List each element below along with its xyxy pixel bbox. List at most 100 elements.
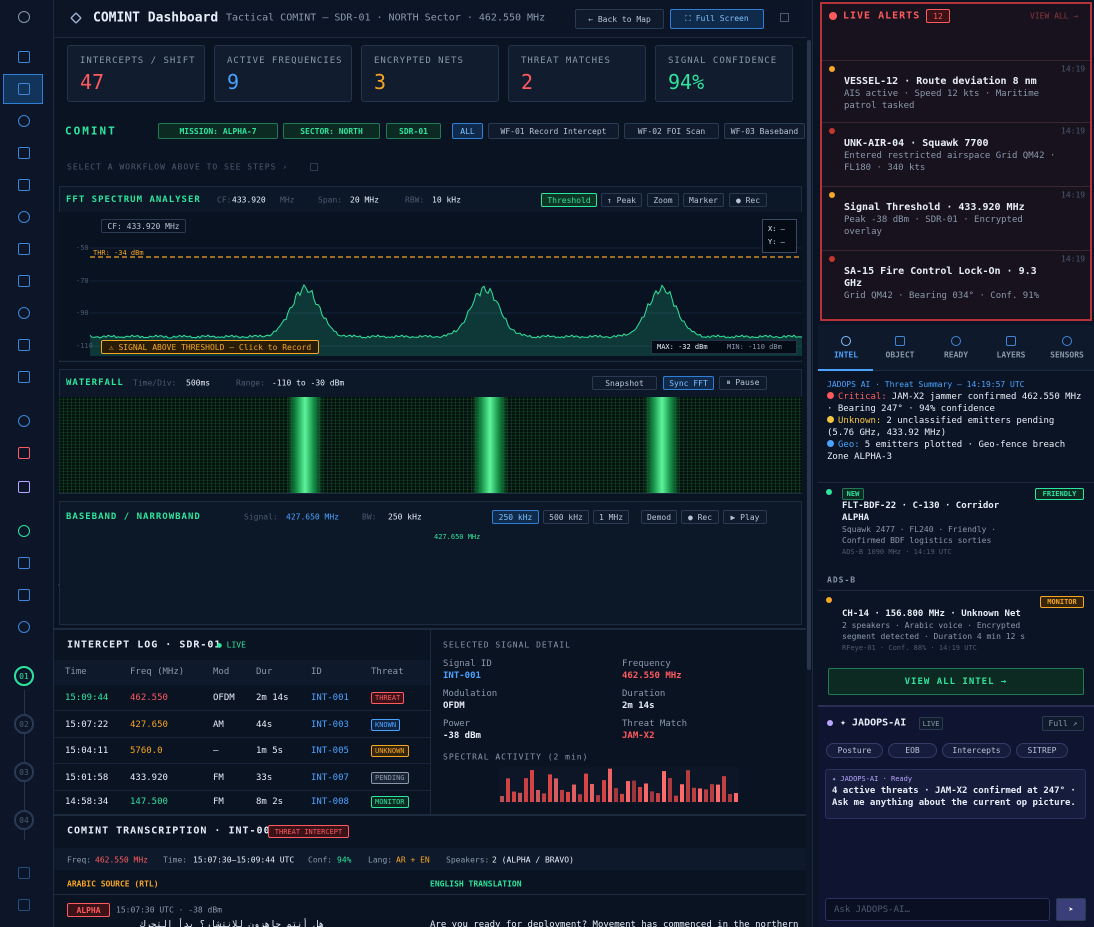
card-foot: RFeye-01 · Conf. 88% · 14:19 UTC	[842, 644, 977, 652]
tab[interactable]: OBJECT	[885, 350, 915, 360]
tab[interactable]: INTEL	[833, 350, 859, 360]
page-subtitle: Tactical COMINT — SDR-01 · NORTH Sector …	[226, 12, 546, 24]
activity-bar	[734, 792, 738, 802]
send-button[interactable]: ➤	[1056, 898, 1086, 921]
spectrum-button[interactable]: ↑ Peak	[601, 193, 642, 207]
cell-time: 14:58:34	[65, 797, 109, 807]
activity-bar	[566, 791, 570, 802]
cell-id: INT-007	[311, 773, 349, 783]
alert-text: SA-15 Fire Control Lock-On · 9.3 GHz Grid…	[844, 266, 1059, 302]
assistant-full[interactable]: Full ↗	[1042, 716, 1084, 731]
line-label: Unknown:	[838, 416, 882, 426]
baseband-button[interactable]: 500 kHz	[543, 510, 589, 524]
field-label: Range:	[236, 378, 265, 388]
assistant-chip[interactable]: Intercepts	[942, 743, 1011, 758]
card-body: 2 speakers · Arabic voice · Encrypted se…	[842, 621, 1026, 641]
workflow-button[interactable]: WF-01 Record Intercept	[488, 123, 619, 139]
nav-icon	[18, 621, 30, 633]
activity-bar	[650, 791, 654, 802]
marker-label: 427.650 MHz	[434, 533, 481, 541]
arabic-text: هل أنتم جاهزون للانتشار؟ بدأ التحرك	[140, 920, 325, 927]
assistant-chip[interactable]: SITREP	[1016, 743, 1068, 758]
kpi-card	[655, 45, 793, 102]
chat-input[interactable]: Ask JADOPS-AI…	[825, 898, 1050, 921]
assistant-chip[interactable]: EOB	[888, 743, 937, 758]
step-circle: 04	[14, 810, 34, 830]
section-title: COMINT TRANSCRIPTION · INT-001	[67, 825, 278, 837]
kpi-card	[361, 45, 499, 102]
baseband-button[interactable]: ▶ Play	[723, 510, 767, 524]
cell-freq: 5760.0	[130, 746, 163, 756]
card-title: CH-14 · 156.800 MHz · Unknown Net	[842, 609, 1021, 619]
threat-badge: THREAT INTERCEPT	[268, 825, 349, 838]
y-tick-label: -70	[76, 277, 89, 285]
cell-id: INT-003	[311, 720, 349, 730]
nav-icon	[18, 147, 30, 159]
back-button[interactable]: ← Back to Map	[575, 9, 664, 29]
spectrum-button[interactable]: Threshold	[541, 193, 597, 207]
alert-body: Entered restricted airspace Grid QM42 · …	[844, 151, 1056, 173]
baseband-button[interactable]: Demod	[641, 510, 677, 524]
alert-item	[822, 250, 1090, 319]
nav-icon	[18, 447, 30, 459]
tab[interactable]: LAYERS	[996, 350, 1026, 360]
workflow-button[interactable]: ALL	[452, 123, 483, 139]
baseband-button[interactable]: ● Rec	[681, 510, 719, 524]
step-circle: 02	[14, 714, 34, 734]
meta-label: Freq:	[67, 855, 92, 865]
baseband-button[interactable]: 1 MHz	[593, 510, 629, 524]
row-divider	[54, 790, 430, 791]
nav-icon	[18, 371, 30, 383]
spectrum-button[interactable]: ● Rec	[729, 193, 767, 207]
card-foot: ADS-B 1090 MHz · 14:19 UTC	[842, 548, 952, 556]
activity-bar	[644, 783, 648, 802]
activity-bar	[656, 793, 660, 802]
tab[interactable]: SENSORS	[1050, 350, 1084, 360]
nav-icon	[18, 243, 30, 255]
fullscreen-button[interactable]: ⛶ Full Screen	[670, 9, 764, 29]
waterfall-button[interactable]: Snapshot	[592, 376, 657, 390]
view-all-intel[interactable]: VIEW ALL INTEL →	[828, 668, 1084, 695]
field-unit: MHz	[280, 195, 295, 205]
spectrum-button[interactable]: Zoom	[647, 193, 679, 207]
field-label: CF:	[217, 195, 232, 205]
card-tag: FRIENDLY	[1035, 488, 1084, 500]
waterfall-button[interactable]: Sync FFT	[663, 376, 714, 390]
column-header: Freq (MHz)	[130, 667, 185, 677]
cell-mod: FM	[213, 773, 224, 783]
workflow-hint: SELECT A WORKFLOW ABOVE TO SEE STEPS ›	[67, 162, 289, 172]
activity-bar	[614, 788, 618, 802]
workflow-button[interactable]: WF-03 Baseband	[724, 123, 805, 139]
alert-text: VESSEL-12 · Route deviation 8 nm AIS acti…	[844, 76, 1059, 112]
divider	[430, 630, 431, 815]
alert-body: Peak -38 dBm · SDR-01 · Encrypted overla…	[844, 215, 1023, 237]
field-value: 500ms	[186, 378, 211, 388]
workflow-button[interactable]: WF-02 FOI Scan	[624, 123, 719, 139]
line-label: Critical:	[838, 392, 887, 402]
threshold-alert[interactable]: ⚠ SIGNAL ABOVE THRESHOLD — Click to Reco…	[101, 340, 319, 354]
baseband-button[interactable]: 250 kHz	[492, 510, 539, 524]
waterfall-button[interactable]: ⏸ Pause	[719, 376, 767, 390]
cf-tag: CF: 433.920 MHz	[101, 219, 186, 233]
tab-bar	[818, 325, 1094, 371]
assistant-chip[interactable]: Posture	[826, 743, 883, 758]
tab[interactable]: READY	[943, 350, 969, 360]
spectrum-button[interactable]: Marker	[683, 193, 724, 207]
cell-freq: 427.650	[130, 720, 168, 730]
meta-label: Lang:	[368, 855, 393, 865]
live-indicator: ● LIVE	[217, 640, 246, 650]
tab-icon	[841, 336, 851, 346]
activity-bar	[620, 793, 624, 802]
cell-freq: 433.920	[130, 773, 168, 783]
activity-bar	[668, 778, 672, 802]
status-dot	[829, 66, 835, 72]
status-dot	[829, 192, 835, 198]
meta-label: Time:	[163, 855, 188, 865]
status-dot	[829, 128, 835, 134]
view-all-alerts[interactable]: VIEW ALL →	[1030, 11, 1079, 21]
tab-icon	[951, 336, 961, 346]
line-icon	[827, 440, 834, 447]
activity-bar	[596, 795, 600, 802]
field-label: BW:	[362, 512, 377, 522]
meta-label: Conf:	[308, 855, 333, 865]
